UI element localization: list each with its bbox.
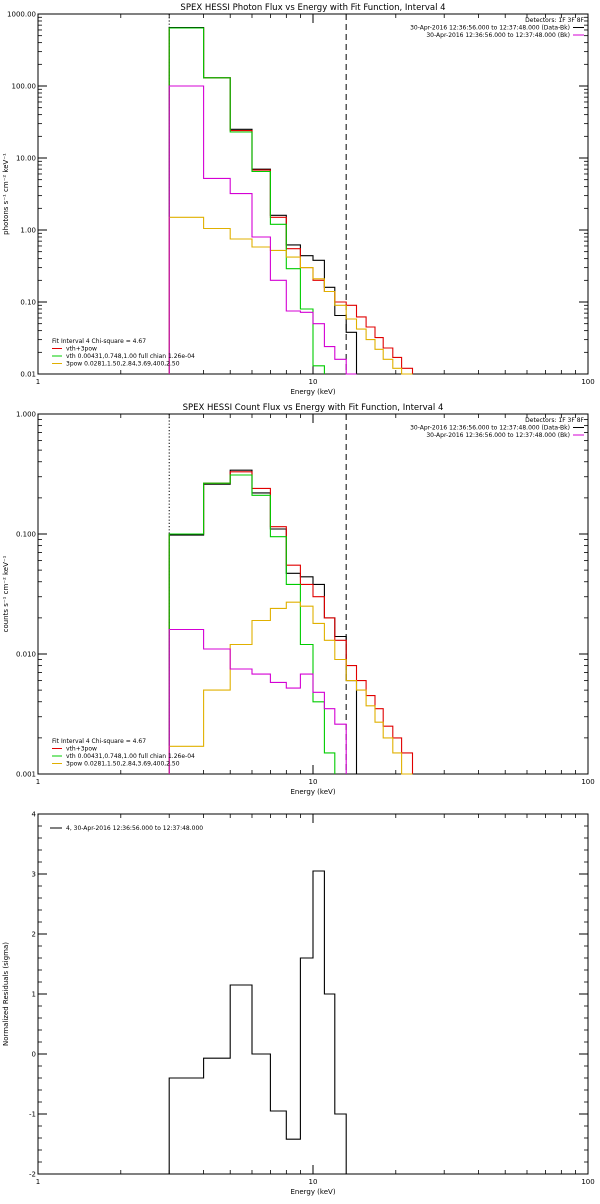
series-bk (168, 85, 357, 375)
x-axis-label: Energy (keV) (290, 788, 335, 796)
chart-panel-3: 1 10 100 -2 -1 0 1 2 3 4 Energy (keV) Normalized Re… (2, 811, 595, 1197)
fit-legend-heading: Fit Interval 4 Chi-square = 4.67 (52, 338, 146, 345)
y-tick-label: 10.00 (16, 155, 36, 163)
x-tick-label: 100 (581, 1178, 594, 1186)
y-tick-label: 2 (32, 931, 36, 939)
legend-detectors: Detectors: 1F 3F 8F (525, 17, 584, 24)
x-tick-label: 10 (309, 778, 318, 786)
x-tick-label: 1 (36, 1178, 40, 1186)
y-tick-label: 3 (32, 871, 36, 879)
x-tick-label: 10 (309, 378, 318, 386)
legend-entry-label: 30-Apr-2016 12:36:56.000 to 12:37:48.000… (410, 25, 570, 32)
fit-legend-label: 3pow 0.0281,1.50,2.84,3.69,400,2.50 (66, 361, 180, 368)
fit-legend-heading: Fit Interval 4 Chi-square = 4.67 (52, 738, 146, 745)
y-tick-label: 1 (32, 991, 36, 999)
y-tick-label: 4 (32, 811, 37, 819)
fit-legend-label: 3pow 0.0281,1.50,2.84,3.69,400,2.50 (66, 761, 180, 768)
series-data-bk (168, 469, 358, 774)
series-bk (168, 628, 347, 774)
y-tick-label: 0.100 (16, 531, 36, 539)
y-axis-label: Normalized Residuals (sigma) (2, 942, 10, 1046)
x-tick-label: 1 (36, 378, 40, 386)
series-vth (168, 474, 336, 774)
series-3pow (168, 601, 413, 775)
fit-legend-label: vth+3pow (66, 746, 97, 753)
y-tick-label: 0 (32, 1051, 36, 1059)
y-tick-label: 1000.00 (7, 11, 36, 19)
y-tick-label: -1 (29, 1111, 36, 1119)
y-tick-label: 100.00 (12, 83, 37, 91)
x-tick-label: 100 (581, 378, 594, 386)
y-tick-label: 1.000 (16, 411, 36, 419)
chart-title: SPEX HESSI Photon Flux vs Energy with Fi… (180, 3, 445, 13)
y-axis-label: counts s⁻¹ cm⁻² keV⁻¹ (2, 555, 10, 632)
legend-entry-label: 4, 30-Apr-2016 12:36:56.000 to 12:37:48.… (66, 825, 203, 832)
x-tick-label: 10 (309, 1178, 318, 1186)
y-tick-label: 0.01 (20, 371, 36, 379)
series-data-bk (168, 26, 358, 374)
legend-entry-label: 30-Apr-2016 12:36:56.000 to 12:37:48.000… (426, 432, 570, 439)
fit-legend-label: vth 0.00431,0.748,1.00 full chian 1.26e-… (66, 753, 195, 760)
chart-panel-2: SPEX HESSI Count Flux vs Energy with Fit… (2, 403, 595, 796)
y-tick-label: 0.010 (16, 651, 36, 659)
x-axis-label: Energy (keV) (290, 388, 335, 396)
x-tick-label: 100 (581, 778, 594, 786)
series-4-30-apr-2016-12-36-56-000-to-12-37-48-000 (168, 870, 347, 1174)
chart-title: SPEX HESSI Count Flux vs Energy with Fit… (183, 403, 444, 413)
plot-frame (37, 813, 589, 1175)
fit-legend-label: vth+3pow (66, 346, 97, 353)
y-tick-label: 0.001 (16, 771, 36, 779)
y-tick-label: -2 (29, 1171, 36, 1179)
fit-legend-label: vth 0.00431,0.748,1.00 full chian 1.26e-… (66, 353, 195, 360)
chart-panel-1: SPEX HESSI Photon Flux vs Energy with Fi… (2, 3, 595, 396)
series-vth (168, 27, 325, 374)
legend-entry-label: 30-Apr-2016 12:36:56.000 to 12:37:48.000… (410, 425, 570, 432)
legend-entry-label: 30-Apr-2016 12:36:56.000 to 12:37:48.000… (426, 32, 570, 39)
legend-detectors: Detectors: 1F 3F 8F (525, 417, 584, 424)
x-tick-label: 1 (36, 778, 40, 786)
y-tick-label: 0.10 (20, 299, 36, 307)
series-vth-3pow (168, 27, 414, 374)
y-axis-label: photons s⁻¹ cm⁻² keV⁻¹ (2, 153, 10, 235)
series-vth-3pow (168, 471, 414, 774)
x-axis-label: Energy (keV) (290, 1188, 335, 1196)
series-3pow (168, 216, 413, 375)
y-tick-label: 1.00 (20, 227, 36, 235)
